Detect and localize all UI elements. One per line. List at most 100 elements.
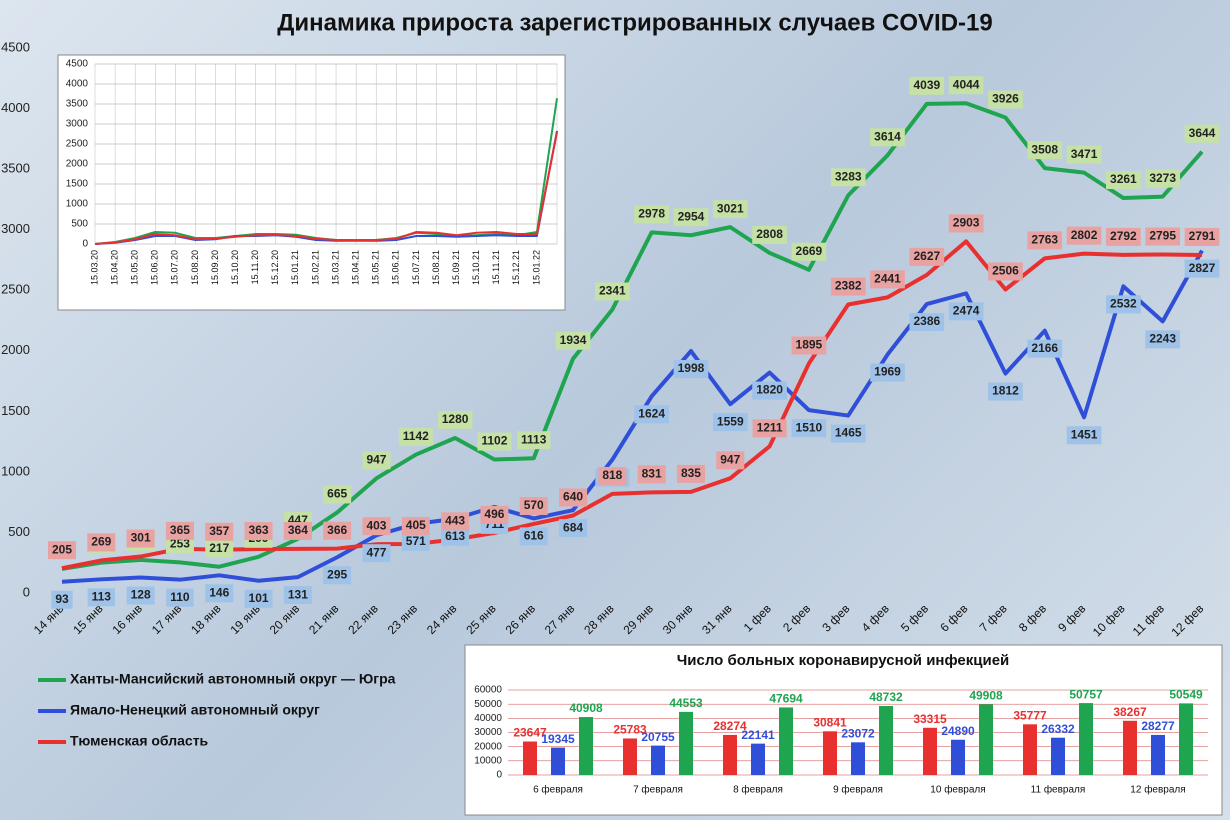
data-label-box <box>441 512 470 531</box>
data-label: 110 <box>166 588 194 607</box>
series-line <box>61 101 1204 571</box>
x-tick-label: 15.11.21 <box>491 250 501 284</box>
x-tick-label: 9 февраля <box>833 784 883 796</box>
data-label-box <box>948 76 984 95</box>
data-label-box <box>634 205 670 224</box>
data-label-box <box>87 533 116 552</box>
x-tick-label: 10 фев <box>1090 601 1128 639</box>
bar <box>879 705 893 775</box>
data-label-text: 2792 <box>1110 229 1137 243</box>
bar-value-label: 50757 <box>1069 687 1103 701</box>
bar <box>723 734 737 775</box>
x-tick-label: 15.01.22 <box>531 250 541 285</box>
data-label: 2627 <box>909 247 945 266</box>
data-label-box <box>1027 231 1063 250</box>
data-label-box <box>362 517 391 536</box>
data-label-text: 113 <box>92 589 112 603</box>
data-label-text: 2166 <box>1031 341 1058 355</box>
data-label: 1624 <box>634 405 670 424</box>
data-label-text: 684 <box>563 520 583 534</box>
data-label-text: 1102 <box>481 434 507 448</box>
data-label-box <box>283 586 312 605</box>
data-label: 2808 <box>752 225 787 244</box>
data-label-text: 2341 <box>599 284 626 298</box>
data-label-box <box>830 424 866 443</box>
inset-frame <box>57 54 566 311</box>
bar <box>623 738 637 775</box>
data-label-text: 2978 <box>638 207 665 221</box>
chart-title: Динамика прироста зарегистрированных слу… <box>277 9 992 36</box>
data-label: 571 <box>401 532 430 551</box>
data-label: 1559 <box>712 413 748 432</box>
data-label: 665 <box>323 485 352 504</box>
data-label-text: 1969 <box>874 365 901 379</box>
y-tick-label: 2500 <box>1 282 30 297</box>
data-label-text: 2802 <box>1071 228 1098 242</box>
x-tick-label: 5 фев <box>898 601 931 634</box>
data-label-text: 947 <box>366 452 386 466</box>
data-label-box <box>165 521 194 540</box>
bar-value-label: 20755 <box>641 730 675 744</box>
y-tick-label: 4500 <box>66 59 89 70</box>
data-label-box <box>401 532 430 551</box>
y-tick-label: 60000 <box>474 685 502 696</box>
data-label: 3644 <box>1184 124 1220 143</box>
data-label-text: 947 <box>720 452 740 466</box>
data-label-text: 496 <box>484 507 504 521</box>
data-label-box <box>1145 169 1181 188</box>
data-label-box <box>752 381 787 400</box>
x-tick-label: 23 янв <box>385 601 420 636</box>
x-tick-label: 28 янв <box>581 601 616 636</box>
data-label-text: 2386 <box>913 314 940 328</box>
data-label-text: 1812 <box>992 384 1019 398</box>
data-label-text: 3508 <box>1031 142 1058 156</box>
x-tick-label: 15.06.21 <box>391 250 401 285</box>
data-label-box <box>362 544 391 563</box>
data-label-box <box>362 451 391 470</box>
data-label: 2763 <box>1027 231 1063 250</box>
data-label-text: 2954 <box>678 209 705 223</box>
x-tick-label: 18 янв <box>188 601 223 636</box>
data-label-box <box>87 588 115 607</box>
data-label-text: 301 <box>131 531 151 545</box>
x-tick-label: 15.03.20 <box>89 250 99 285</box>
data-label-text: 366 <box>327 523 347 537</box>
data-label: 295 <box>323 566 352 585</box>
data-label: 3283 <box>830 168 866 187</box>
x-tick-label: 15.09.20 <box>210 250 220 285</box>
data-label-box <box>47 541 77 560</box>
data-label-box <box>870 270 905 289</box>
data-label: 2978 <box>634 205 670 224</box>
bar-value-label: 26332 <box>1041 722 1075 736</box>
data-label-box <box>51 590 73 609</box>
data-label-text: 2763 <box>1031 233 1058 247</box>
data-label-box <box>830 168 866 187</box>
x-tick-label: 10 февраля <box>930 784 985 796</box>
data-label-box <box>166 588 194 607</box>
bar-value-label: 44553 <box>669 696 703 710</box>
x-tick-label: 15.05.20 <box>130 250 140 285</box>
data-label-box <box>323 521 352 540</box>
data-label: 364 <box>283 521 312 540</box>
data-label-text: 831 <box>642 467 662 481</box>
bar <box>979 704 993 775</box>
data-label-text: 2532 <box>1110 297 1137 311</box>
x-tick-label: 15.07.21 <box>411 250 421 285</box>
data-label-text: 2627 <box>913 249 940 263</box>
data-label: 1113 <box>517 431 551 450</box>
data-label: 477 <box>362 544 391 563</box>
bar-value-label: 38267 <box>1113 705 1147 719</box>
data-label-box <box>1106 295 1141 314</box>
data-label-text: 2903 <box>953 216 980 230</box>
y-tick-label: 3500 <box>66 99 89 110</box>
data-label: 2791 <box>1184 227 1220 246</box>
bar <box>1151 734 1165 775</box>
x-tick-label: 15.12.21 <box>511 250 521 285</box>
y-tick-label: 0 <box>496 770 502 781</box>
data-label-text: 1624 <box>638 406 665 420</box>
data-label-box <box>244 589 273 608</box>
series-line <box>61 239 1203 571</box>
data-label: 2166 <box>1027 339 1063 358</box>
data-label: 357 <box>205 522 234 541</box>
data-label-box <box>673 208 709 227</box>
